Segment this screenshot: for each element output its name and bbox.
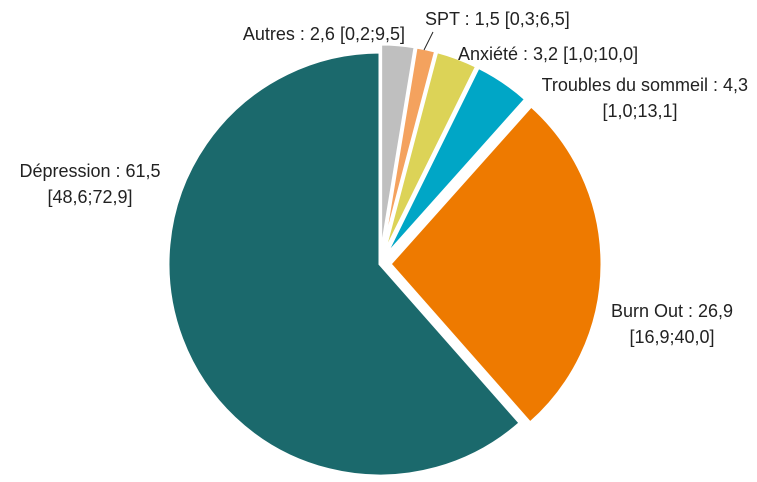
slice-label: Anxiété : 3,2 [1,0;10,0] — [458, 44, 638, 64]
slice-label: Dépression : 61,5 — [19, 161, 160, 181]
slice-label: Troubles du sommeil : 4,3 — [542, 75, 748, 95]
leader-line — [423, 31, 434, 51]
slice-label: [1,0;13,1] — [602, 101, 677, 121]
pie-slice — [383, 65, 528, 259]
slice-label: SPT : 1,5 [0,3;6,5] — [425, 9, 570, 29]
pie-slice — [381, 49, 479, 258]
slice-label: [16,9;40,0] — [629, 327, 714, 347]
pie-slice — [387, 103, 604, 426]
pie-slice — [166, 50, 523, 478]
slice-label: Burn Out : 26,9 — [611, 301, 733, 321]
slice-label: Autres : 2,6 [0,2;9,5] — [243, 24, 405, 44]
slice-label: [48,6;72,9] — [47, 187, 132, 207]
